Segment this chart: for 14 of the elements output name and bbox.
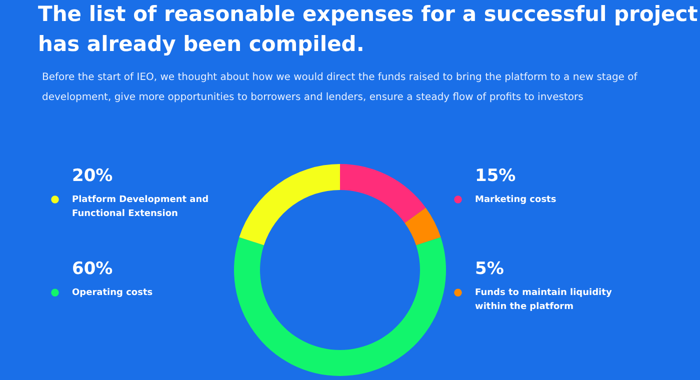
donut-slice bbox=[340, 164, 426, 223]
data-label: 60% bbox=[72, 258, 113, 279]
legend-label: Operating costs bbox=[72, 288, 153, 298]
donut-slice bbox=[239, 164, 340, 246]
donut-slice bbox=[404, 208, 441, 246]
data-label: 5% bbox=[475, 258, 504, 279]
legend-label: Platform Development and Functional Extension bbox=[72, 194, 209, 219]
chart-subtitle: Before the start of IEO, we thought about how we would direct the funds raised to bring the platform to a new stage of development, give more opportunities to borrowers and lenders, ensure a steady flow of profits to investors bbox=[42, 72, 638, 103]
donut-slice bbox=[234, 237, 446, 376]
legend-label: Funds to maintain liquidity within the platform bbox=[475, 288, 612, 312]
chart-title: The list of reasonable expenses for a successful project has already been compiled. bbox=[38, 2, 698, 56]
data-label: 15% bbox=[475, 166, 516, 186]
data-label: 20% bbox=[72, 166, 113, 186]
legend-label: Marketing costs bbox=[475, 194, 556, 205]
